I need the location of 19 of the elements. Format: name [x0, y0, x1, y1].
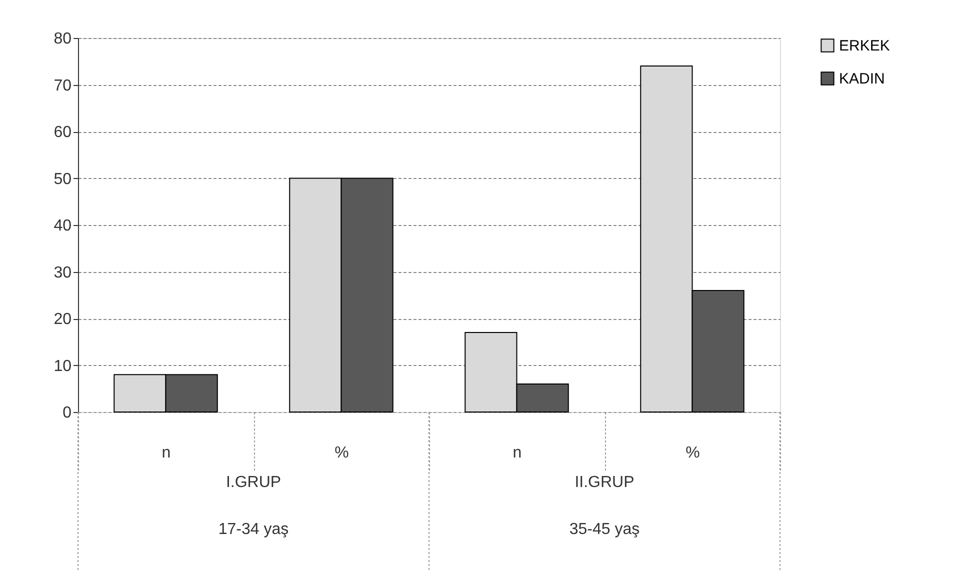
x-tick-label: %: [686, 444, 700, 462]
y-tick-label: 60: [54, 124, 72, 141]
x-tick-label: n: [162, 444, 171, 462]
y-tick-label: 40: [54, 218, 72, 234]
y-tick-label: 70: [54, 77, 72, 94]
y-tick-label: 80: [54, 30, 72, 48]
text: I.GRUP: [226, 474, 282, 491]
text: 35-45 yaş: [569, 521, 640, 538]
legend-label: ERKEK: [839, 38, 890, 54]
y-tick-label: 20: [54, 311, 72, 328]
y-tick-label: 30: [54, 264, 72, 282]
y-tick-label: 10: [54, 358, 72, 375]
text: 17-34 yaş: [218, 521, 289, 538]
legend-label: KADIN: [839, 70, 885, 88]
text: II.GRUP: [574, 474, 634, 491]
x-tick-label: %: [334, 444, 349, 462]
x-tick-label: n: [512, 444, 522, 462]
y-tick-label: 0: [62, 404, 72, 422]
y-tick-label: 50: [54, 170, 72, 188]
